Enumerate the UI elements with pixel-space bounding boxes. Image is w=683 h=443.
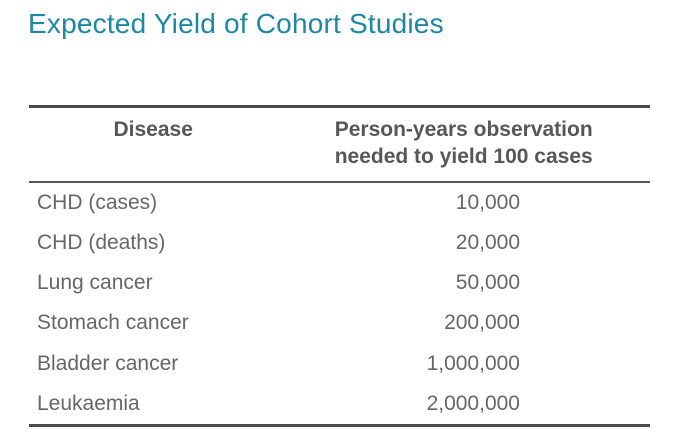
disease-cell: CHD (cases)	[37, 190, 158, 214]
table-row: Stomach cancer 200,000	[29, 303, 650, 343]
header-row: Disease Person-years observation needed …	[29, 106, 650, 183]
disease-cell: Lung cancer	[37, 271, 153, 295]
table-row: CHD (cases) 10,000	[29, 182, 650, 223]
table-header: Disease Person-years observation needed …	[29, 106, 650, 183]
person-years-cell: 1,000,000	[426, 351, 520, 375]
person-years-cell: 50,000	[455, 271, 520, 295]
column-header-disease: Disease	[29, 106, 278, 183]
person-years-cell: 10,000	[455, 190, 520, 214]
disease-cell: CHD (deaths)	[37, 230, 166, 254]
table-row: Lung cancer 50,000	[29, 263, 650, 303]
table-row: Bladder cancer 1,000,000	[29, 344, 650, 384]
person-years-cell: 2,000,000	[426, 391, 520, 415]
page-title: Expected Yield of Cohort Studies	[28, 8, 444, 39]
table-body: CHD (cases) 10,000 CHD (deaths) 20,000 L…	[29, 182, 650, 426]
yield-table: Disease Person-years observation needed …	[29, 105, 650, 427]
person-years-cell: 20,000	[455, 230, 520, 254]
column-header-person-years: Person-years observation needed to yield…	[277, 106, 650, 183]
person-years-cell: 200,000	[444, 311, 520, 335]
disease-cell: Leukaemia	[37, 391, 140, 415]
disease-cell: Stomach cancer	[37, 311, 189, 335]
disease-cell: Bladder cancer	[37, 351, 179, 375]
table-row: Leukaemia 2,000,000	[29, 384, 650, 426]
table-row: CHD (deaths) 20,000	[29, 223, 650, 263]
